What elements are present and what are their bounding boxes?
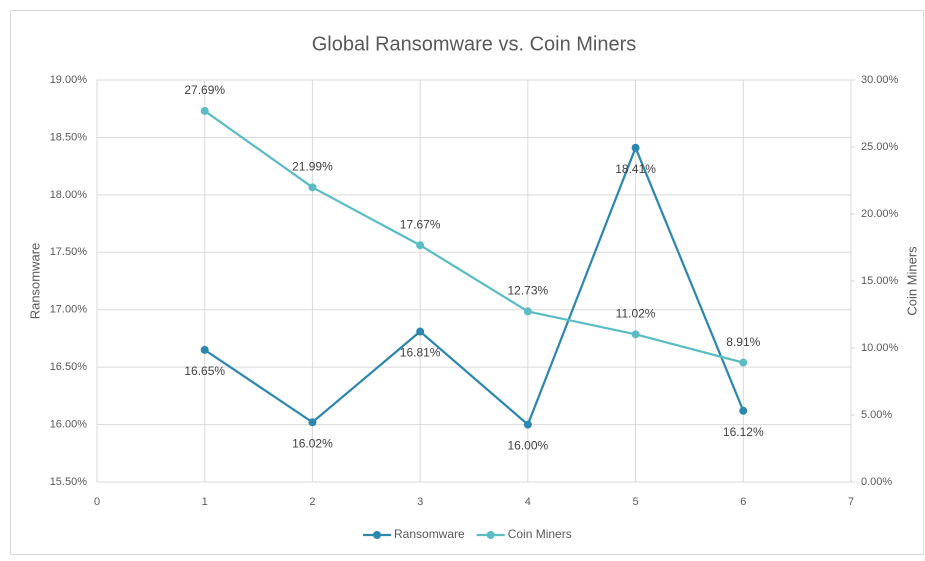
series-line [204, 110, 744, 364]
legend-marker [373, 531, 381, 539]
x-tick-label: 0 [94, 496, 100, 508]
x-tick-label: 5 [633, 496, 639, 508]
data-label: 16.81% [400, 346, 441, 360]
y-tick-label: 16.50% [50, 361, 88, 373]
x-tick-label: 6 [740, 496, 746, 508]
data-point [631, 330, 640, 339]
data-point [739, 358, 748, 367]
data-label: 11.02% [616, 307, 656, 321]
y-tick-label: 17.50% [50, 246, 88, 258]
data-point [416, 327, 425, 336]
y2-tick-label: 15.00% [861, 275, 899, 287]
data-label: 18.41% [615, 162, 656, 176]
x-tick-label: 3 [417, 496, 423, 508]
x-tick-label: 1 [202, 496, 208, 508]
data-label: 17.67% [400, 217, 441, 231]
data-point [200, 106, 209, 115]
y2-tick-label: 30.00% [861, 74, 899, 86]
data-point [416, 241, 425, 250]
data-point [523, 420, 532, 429]
data-point [523, 307, 532, 316]
data-point [631, 143, 640, 152]
x-tick-label: 2 [309, 496, 315, 508]
data-label: 8.91% [726, 335, 760, 349]
y2-tick-label: 0.00% [861, 476, 892, 488]
data-point [308, 183, 317, 192]
y-tick-label: 16.00% [50, 418, 88, 430]
x-tick-label: 7 [848, 496, 854, 508]
data-label: 21.99% [292, 160, 333, 174]
legend-marker [486, 531, 495, 539]
data-label: 27.69% [184, 83, 225, 97]
y2-tick-label: 20.00% [861, 208, 899, 220]
y-tick-label: 18.50% [50, 131, 88, 143]
y2-tick-label: 25.00% [861, 141, 899, 153]
legend-label: Ransomware [394, 527, 465, 541]
data-point [308, 418, 317, 427]
y-tick-label: 15.50% [50, 476, 88, 488]
data-label: 16.00% [508, 439, 549, 453]
y-axis-label: Ransomware [27, 243, 42, 320]
data-label: 12.73% [508, 284, 549, 298]
x-tick-label: 4 [525, 496, 531, 508]
y-tick-label: 18.00% [50, 189, 88, 201]
data-label: 16.65% [184, 364, 225, 378]
series-line [204, 144, 745, 427]
data-label: 16.12% [723, 425, 764, 439]
y2-tick-label: 10.00% [861, 342, 899, 354]
y2-axis-label: Coin Miners [904, 246, 919, 316]
data-point [739, 406, 748, 415]
chart-frame [10, 10, 924, 555]
y2-tick-label: 5.00% [861, 409, 892, 421]
data-label: 16.02% [292, 436, 333, 450]
y-tick-label: 17.00% [50, 304, 88, 316]
y-tick-label: 19.00% [50, 74, 88, 86]
data-point [200, 345, 209, 354]
legend-label: Coin Miners [508, 527, 572, 541]
chart-title: Global Ransomware vs. Coin Miners [312, 33, 637, 55]
